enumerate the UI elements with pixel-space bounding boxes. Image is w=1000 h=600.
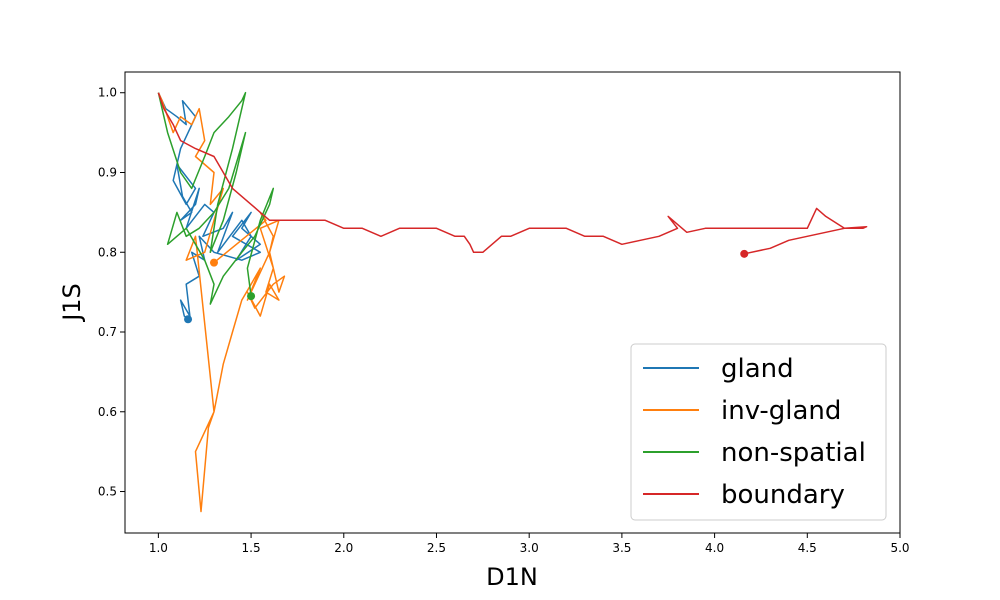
x-tick-label: 1.5 xyxy=(242,541,261,555)
x-tick-label: 3.5 xyxy=(612,541,631,555)
y-tick-label: 0.8 xyxy=(98,245,117,259)
x-tick-label: 5.0 xyxy=(890,541,909,555)
legend-items: gland inv-gland non-spatial boundary xyxy=(643,354,866,510)
y-tick-label: 0.9 xyxy=(98,165,117,179)
y-tick-label: 0.7 xyxy=(98,325,117,339)
x-tick-label: 1.0 xyxy=(149,541,168,555)
y-tick-label: 0.5 xyxy=(98,485,117,499)
x-tick-label: 4.5 xyxy=(798,541,817,555)
series-line-gland xyxy=(157,92,262,320)
series-end-point-gland xyxy=(184,315,193,324)
series-end-point-inv-gland xyxy=(209,258,218,267)
x-tick-label: 2.0 xyxy=(334,541,353,555)
legend-box xyxy=(630,343,887,521)
y-axis-ticks: 0.5 0.6 0.7 0.8 0.9 1.0 xyxy=(98,86,125,499)
series-layer xyxy=(157,91,868,513)
y-axis-label: J1S xyxy=(58,283,86,323)
series-line-inv-gland xyxy=(157,92,286,513)
legend: gland inv-gland non-spatial boundary xyxy=(630,343,887,521)
x-axis-label: D1N xyxy=(486,563,538,591)
legend-label-boundary: boundary xyxy=(721,480,845,510)
x-tick-label: 2.5 xyxy=(427,541,446,555)
legend-label-inv-gland: inv-gland xyxy=(721,396,841,426)
x-tick-label: 4.0 xyxy=(705,541,724,555)
series-line-boundary xyxy=(157,92,868,255)
plot-frame xyxy=(124,71,901,534)
x-axis-ticks: 1.0 1.5 2.0 2.5 3.0 3.5 4.0 4.5 5.0 xyxy=(149,533,910,555)
legend-label-non-spatial: non-spatial xyxy=(721,438,866,468)
x-tick-label: 3.0 xyxy=(520,541,539,555)
series-end-point-boundary xyxy=(740,249,749,258)
legend-label-gland: gland xyxy=(721,354,794,384)
y-tick-label: 0.6 xyxy=(98,405,117,419)
series-line-non-spatial xyxy=(157,91,275,305)
series-end-point-non-spatial xyxy=(247,292,256,301)
y-tick-label: 1.0 xyxy=(98,86,117,100)
